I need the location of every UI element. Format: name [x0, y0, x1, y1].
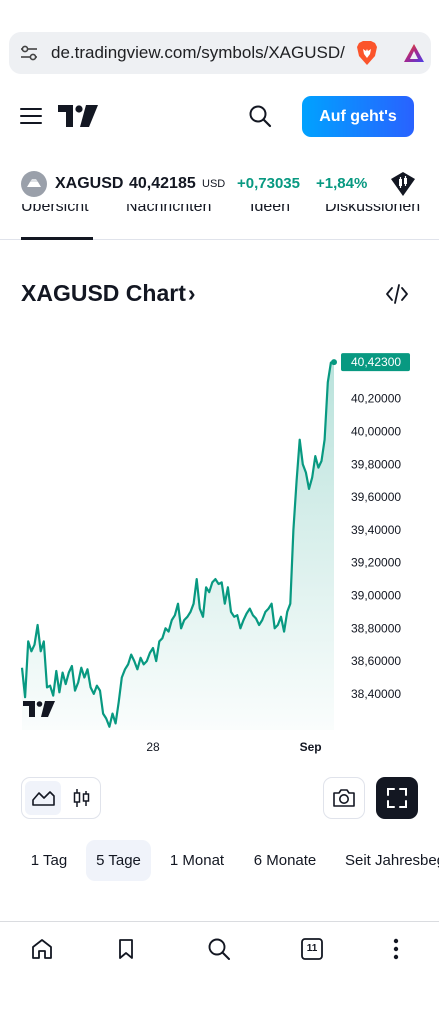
chevron-right-icon: ›	[187, 280, 196, 306]
y-tick-label: 39,40000	[351, 523, 401, 537]
tabs-count: 11	[306, 943, 318, 954]
active-tab-indicator	[21, 237, 93, 240]
camera-icon	[333, 789, 355, 807]
browser-bottom-bar: 11	[0, 922, 439, 982]
range-5d[interactable]: 5 Tage	[86, 840, 151, 881]
price-chart[interactable]: 40,20000 40,00000 39,80000 39,60000 39,40000…	[0, 330, 439, 760]
tab-discussions[interactable]: Diskussionen	[325, 204, 421, 215]
silver-symbol-icon	[21, 171, 47, 197]
market-status-icon[interactable]	[389, 170, 417, 198]
search-icon[interactable]	[206, 936, 232, 962]
snapshot-button[interactable]	[323, 777, 365, 819]
y-tick-label: 39,20000	[351, 556, 401, 570]
site-settings-icon[interactable]	[19, 43, 39, 63]
last-price-point	[331, 359, 337, 366]
candlestick-chart-button[interactable]	[66, 782, 96, 814]
tab-news[interactable]: Nachrichten	[126, 204, 212, 215]
get-started-button[interactable]: Auf geht's	[302, 96, 414, 137]
url-text[interactable]: de.tradingview.com/symbols/XAGUSD/	[51, 43, 345, 62]
home-icon[interactable]	[29, 936, 55, 962]
site-header: Auf geht's	[0, 88, 439, 144]
symbol-header: XAGUSD 40,42185 USD +0,73035 +1,84%	[0, 168, 439, 200]
range-1m[interactable]: 1 Monat	[169, 852, 225, 869]
tabs-count-button[interactable]: 11	[299, 936, 325, 962]
search-icon[interactable]	[248, 104, 272, 128]
bookmark-icon[interactable]	[113, 936, 139, 962]
y-tick-label: 39,60000	[351, 490, 401, 504]
price-line	[20, 361, 335, 728]
tradingview-watermark-logo	[23, 701, 55, 717]
menu-icon[interactable]	[20, 108, 42, 124]
tabs-icon	[301, 938, 323, 960]
area-chart-button[interactable]	[25, 781, 61, 815]
more-options-icon[interactable]	[383, 936, 409, 962]
y-tick-label: 39,80000	[351, 457, 401, 471]
currency-label: USD	[202, 178, 226, 190]
symbol-tabs: Übersicht Nachrichten Ideen Diskussionen	[0, 204, 439, 240]
address-bar[interactable]: de.tradingview.com/symbols/XAGUSD/	[9, 32, 431, 74]
last-price-tag-label: 40,42300	[351, 355, 401, 369]
tab-ideas[interactable]: Ideen	[250, 204, 291, 215]
tab-overview[interactable]: Übersicht	[21, 204, 89, 215]
area-chart-icon	[32, 791, 55, 806]
symbol-name: XAGUSD	[55, 175, 124, 192]
y-tick-label: 40,20000	[351, 392, 401, 406]
brave-shields-icon[interactable]	[355, 40, 379, 66]
candlestick-icon	[73, 789, 90, 807]
last-price-tag	[341, 353, 410, 372]
range-ytd[interactable]: Seit Jahresbeginn	[345, 852, 439, 869]
price-change: +0,73035	[237, 175, 300, 192]
tradingview-logo[interactable]	[58, 105, 98, 127]
y-tick-label: 40,00000	[351, 424, 401, 438]
chart-type-switcher	[21, 777, 101, 819]
fullscreen-icon	[387, 788, 407, 808]
chart-title-text: XAGUSD Chart	[21, 280, 186, 306]
y-tick-label: 38,40000	[351, 687, 401, 701]
y-tick-label: 38,80000	[351, 621, 401, 635]
brave-rewards-icon[interactable]	[403, 42, 425, 64]
embed-code-icon[interactable]	[385, 283, 409, 305]
y-tick-label: 39,00000	[351, 589, 401, 603]
range-1d[interactable]: 1 Tag	[30, 852, 68, 869]
price-area-fill	[22, 362, 334, 730]
bottom-divider	[0, 921, 439, 922]
chart-title[interactable]: XAGUSD Chart›	[21, 280, 196, 307]
range-6m[interactable]: 6 Monate	[253, 852, 317, 869]
x-tick-label: Sep	[300, 740, 322, 754]
last-price: 40,42185	[129, 175, 196, 192]
time-range-selector: 1 Tag 5 Tage 1 Monat 6 Monate Seit Jahre…	[0, 840, 439, 882]
price-change-percent: +1,84%	[316, 175, 368, 192]
x-tick-label: 28	[146, 740, 160, 754]
y-tick-label: 38,60000	[351, 654, 401, 668]
fullscreen-button[interactable]	[376, 777, 418, 819]
